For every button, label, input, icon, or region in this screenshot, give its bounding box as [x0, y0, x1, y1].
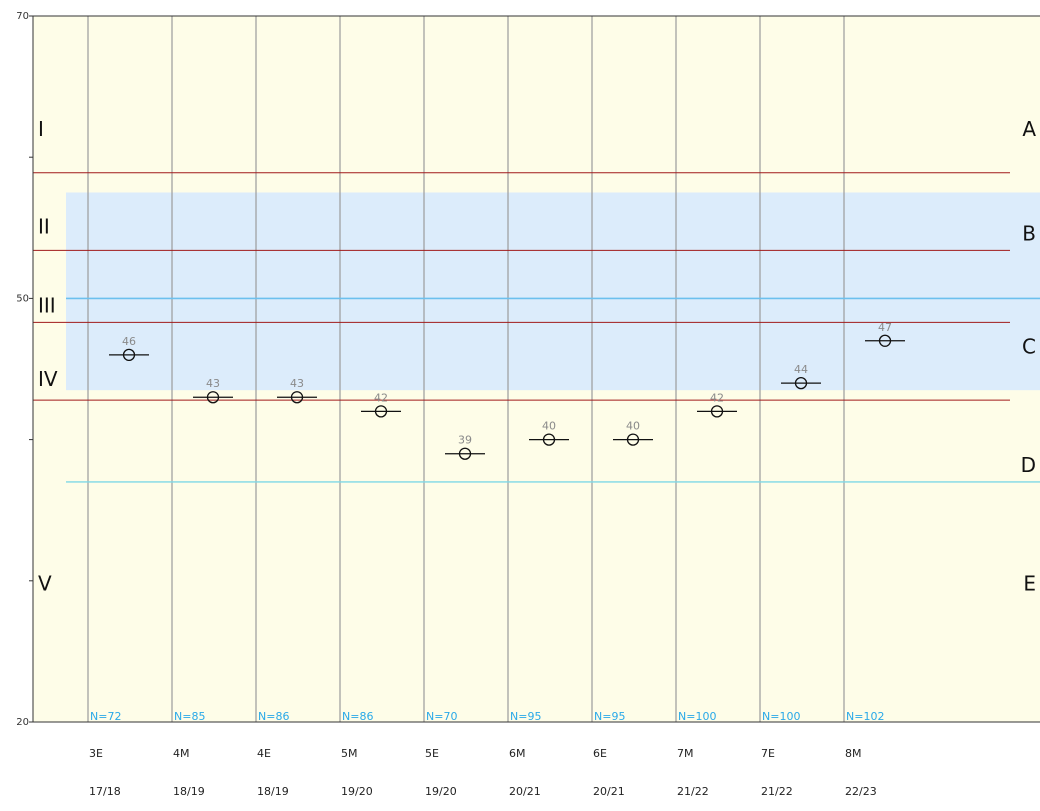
n-label: N=86	[258, 710, 289, 723]
level-label-left: V	[38, 572, 52, 596]
data-point	[710, 405, 724, 418]
data-label: 40	[626, 420, 640, 433]
level-label-right: C	[1022, 334, 1036, 358]
level-label-right: E	[1023, 572, 1036, 596]
data-point	[878, 334, 892, 347]
x-tick-label-year: 21/22	[761, 785, 793, 798]
level-label-right: A	[1022, 117, 1036, 141]
n-label: N=72	[90, 710, 121, 723]
data-label: 43	[206, 377, 220, 390]
n-label: N=85	[174, 710, 205, 723]
x-tick-label-year: 21/22	[677, 785, 709, 798]
x-tick-label-grade: 6E	[593, 747, 607, 760]
x-tick-label-grade: 4E	[257, 747, 271, 760]
data-point	[542, 433, 556, 446]
y-tick-label: 20	[16, 717, 29, 728]
x-tick-label-grade: 3E	[89, 747, 103, 760]
data-point	[626, 433, 640, 446]
x-tick-label-grade: 7E	[761, 747, 775, 760]
n-label: N=102	[846, 710, 884, 723]
data-label: 40	[542, 420, 556, 433]
x-tick-label-grade: 4M	[173, 747, 190, 760]
level-label-right: D	[1021, 453, 1036, 477]
data-label: 39	[458, 434, 472, 447]
n-label: N=86	[342, 710, 373, 723]
data-point	[458, 447, 472, 460]
data-point	[374, 405, 388, 418]
data-label: 44	[794, 363, 808, 376]
level-label-right: B	[1022, 221, 1036, 245]
x-tick-label-year: 18/19	[257, 785, 289, 798]
n-label: N=100	[762, 710, 800, 723]
data-label: 42	[374, 391, 388, 404]
x-tick-label-year: 19/20	[341, 785, 373, 798]
x-tick-label-year: 20/21	[509, 785, 541, 798]
data-point	[794, 376, 808, 390]
level-label-left: III	[38, 293, 56, 317]
level-label-left: II	[38, 214, 50, 238]
data-label: 42	[710, 391, 724, 404]
n-label: N=95	[594, 710, 625, 723]
data-label: 47	[878, 321, 892, 334]
y-tick-label: 70	[16, 11, 29, 22]
data-label: 43	[290, 377, 304, 390]
reference-band	[66, 192, 1040, 391]
level-label-left: I	[38, 117, 44, 141]
x-tick-label-year: 22/23	[845, 785, 877, 798]
x-tick-label-grade: 5M	[341, 747, 358, 760]
y-tick-label: 50	[16, 293, 29, 304]
level-label-left: IV	[38, 367, 58, 391]
data-point	[206, 391, 220, 404]
x-tick-label-grade: 5E	[425, 747, 439, 760]
x-tick-label-year: 17/18	[89, 785, 121, 798]
x-tick-label-grade: 6M	[509, 747, 526, 760]
n-label: N=70	[426, 710, 457, 723]
n-label: N=95	[510, 710, 541, 723]
n-label: N=100	[678, 710, 716, 723]
x-tick-label-grade: 7M	[677, 747, 694, 760]
x-tick-label-year: 20/21	[593, 785, 625, 798]
data-point	[122, 348, 136, 362]
x-tick-label-year: 19/20	[425, 785, 457, 798]
x-tick-label-year: 18/19	[173, 785, 205, 798]
data-point	[290, 391, 304, 404]
data-label: 46	[122, 335, 136, 348]
x-tick-label-grade: 8M	[845, 747, 862, 760]
